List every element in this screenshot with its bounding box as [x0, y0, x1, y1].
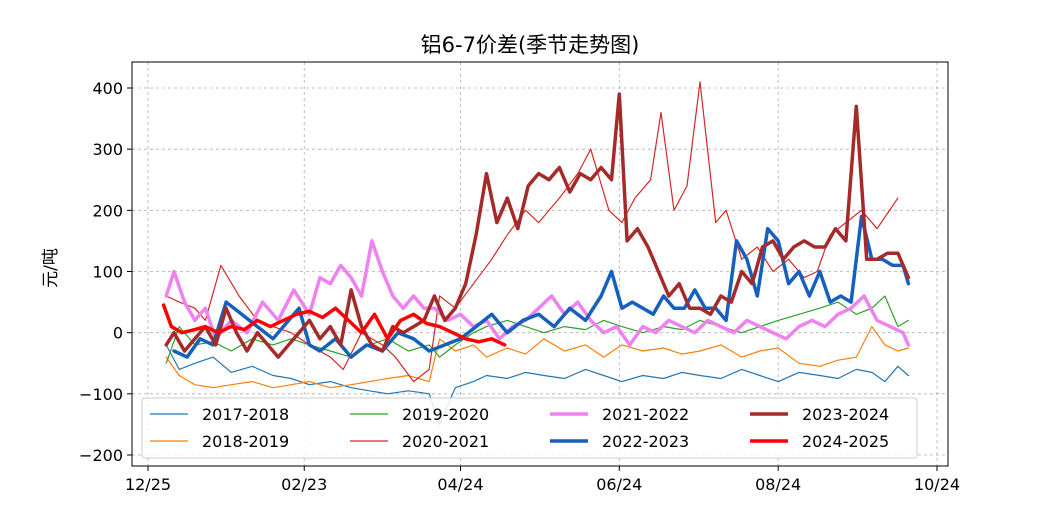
chart-title: 铝6-7价差(季节走势图) — [421, 33, 640, 57]
y-axis-label: 元/吨 — [41, 248, 61, 288]
legend-label: 2023-2024 — [802, 405, 889, 424]
legend-label: 2024-2025 — [802, 432, 889, 451]
x-tick-label: 04/24 — [437, 475, 483, 494]
x-tick-label: 02/23 — [281, 475, 327, 494]
x-tick-label: 12/25 — [125, 475, 171, 494]
legend-label: 2018-2019 — [202, 432, 289, 451]
plot-frame — [131, 61, 949, 467]
y-tick-label: 300 — [92, 140, 123, 159]
legend-box — [141, 397, 918, 459]
axes: −200 −100 0 100 200 300 400 12/25 02/23 04/24 06/2… — [79, 79, 960, 494]
series-line-2024-2025 — [161, 303, 507, 347]
x-tick-label: 06/24 — [596, 475, 642, 494]
series-layer — [161, 81, 911, 425]
y-tick-label: 100 — [92, 263, 123, 282]
legend-label: 2022-2023 — [602, 432, 689, 451]
y-tick-label: −100 — [79, 385, 123, 404]
series-line-2023-2024 — [164, 92, 911, 359]
y-tick-label: 0 — [113, 324, 123, 343]
series-line-2020-2021 — [165, 81, 899, 383]
x-tick-label: 10/24 — [914, 475, 960, 494]
series-line-2019-2020 — [165, 295, 910, 364]
legend-label: 2021-2022 — [602, 405, 689, 424]
legend-label: 2019-2020 — [402, 405, 489, 424]
y-tick-label: 400 — [92, 79, 123, 98]
x-tick-label: 08/24 — [755, 475, 801, 494]
series-line-2017-2018 — [165, 344, 910, 425]
y-tick-label: 200 — [92, 201, 123, 220]
legend: 2017-2018 2018-2019 2019-2020 2020-2021 2021… — [141, 397, 918, 459]
series-line-2022-2023 — [172, 214, 911, 359]
series-line-2021-2022 — [164, 239, 911, 347]
legend-label: 2017-2018 — [202, 405, 289, 424]
series-line-2018-2019 — [165, 326, 910, 389]
legend-label: 2020-2021 — [402, 432, 489, 451]
y-tick-label: −200 — [79, 446, 123, 465]
